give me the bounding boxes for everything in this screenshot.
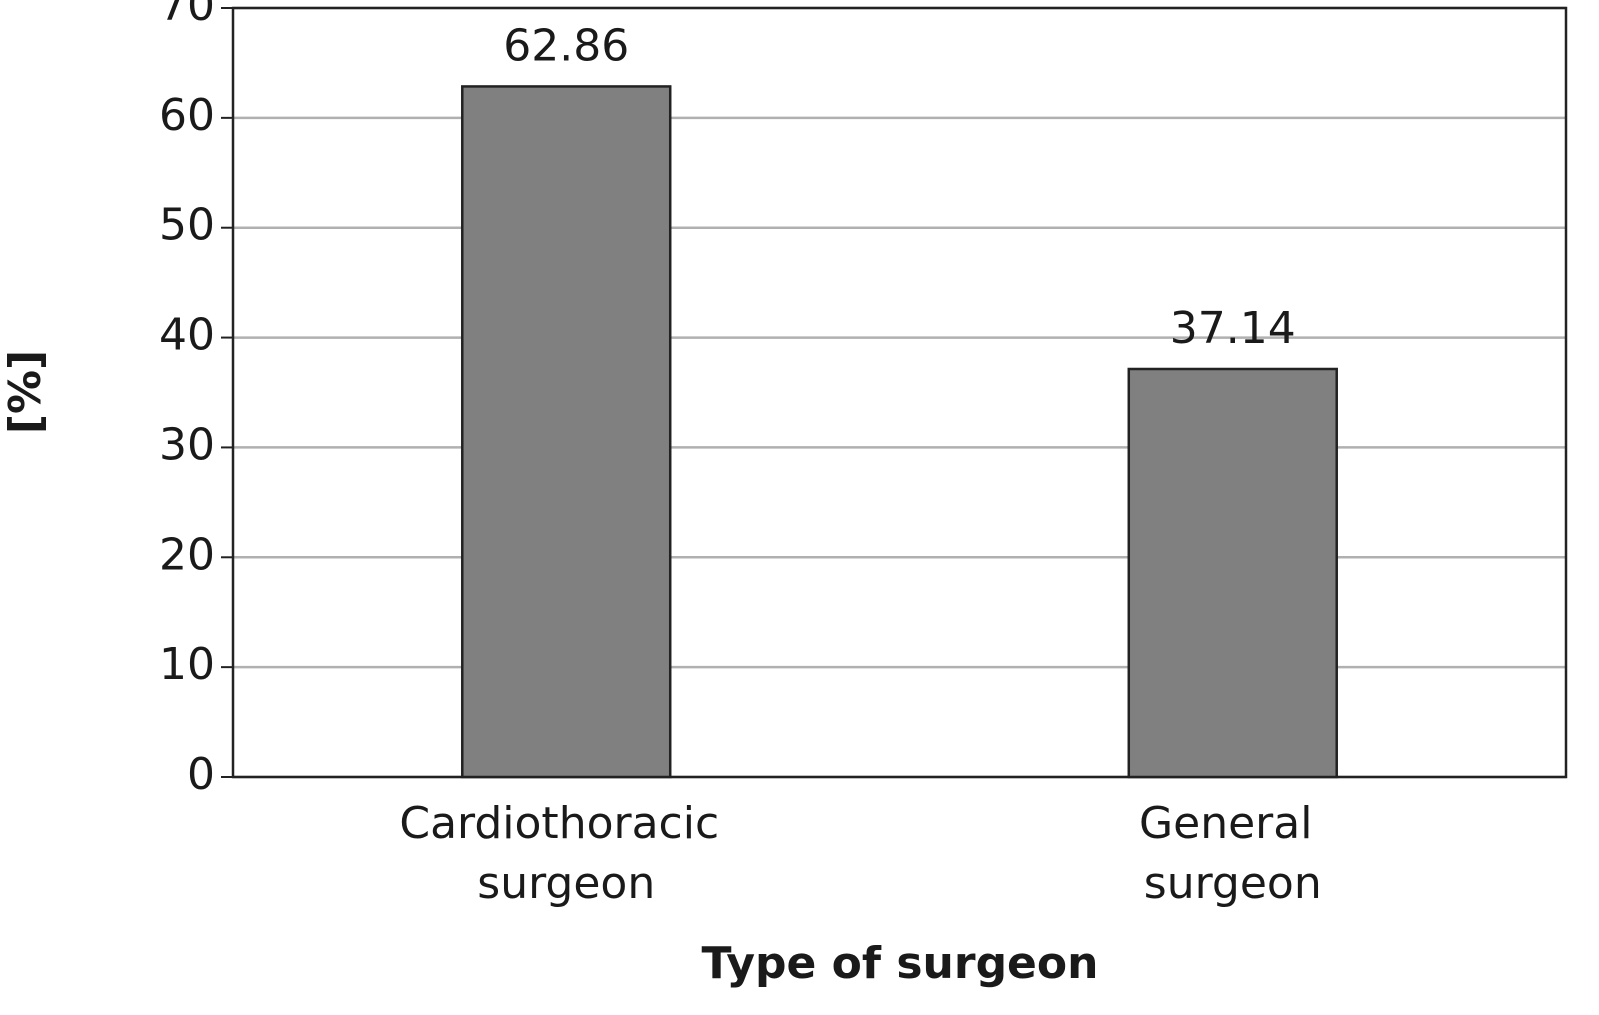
y-tick-label: 30: [159, 419, 215, 470]
plot-frame: [231, 6, 1568, 779]
x-tick-label: Cardiothoracic surgeon: [399, 798, 733, 909]
y-tick-label: 70: [159, 0, 215, 31]
value-label: 62.86: [503, 20, 629, 71]
bar: [1127, 367, 1338, 779]
y-axis-label: [%]: [0, 350, 51, 434]
bar: [461, 85, 672, 779]
y-tick-label: 20: [159, 529, 215, 580]
x-tick-label: General surgeon: [1139, 798, 1326, 909]
x-axis-label: Type of surgeon: [702, 938, 1099, 989]
y-tick-label: 50: [159, 200, 215, 251]
value-label: 37.14: [1170, 303, 1296, 354]
y-tick-label: 0: [187, 749, 215, 800]
y-tick-label: 60: [159, 90, 215, 141]
y-tick-label: 40: [159, 310, 215, 361]
y-tick-label: 10: [159, 639, 215, 690]
